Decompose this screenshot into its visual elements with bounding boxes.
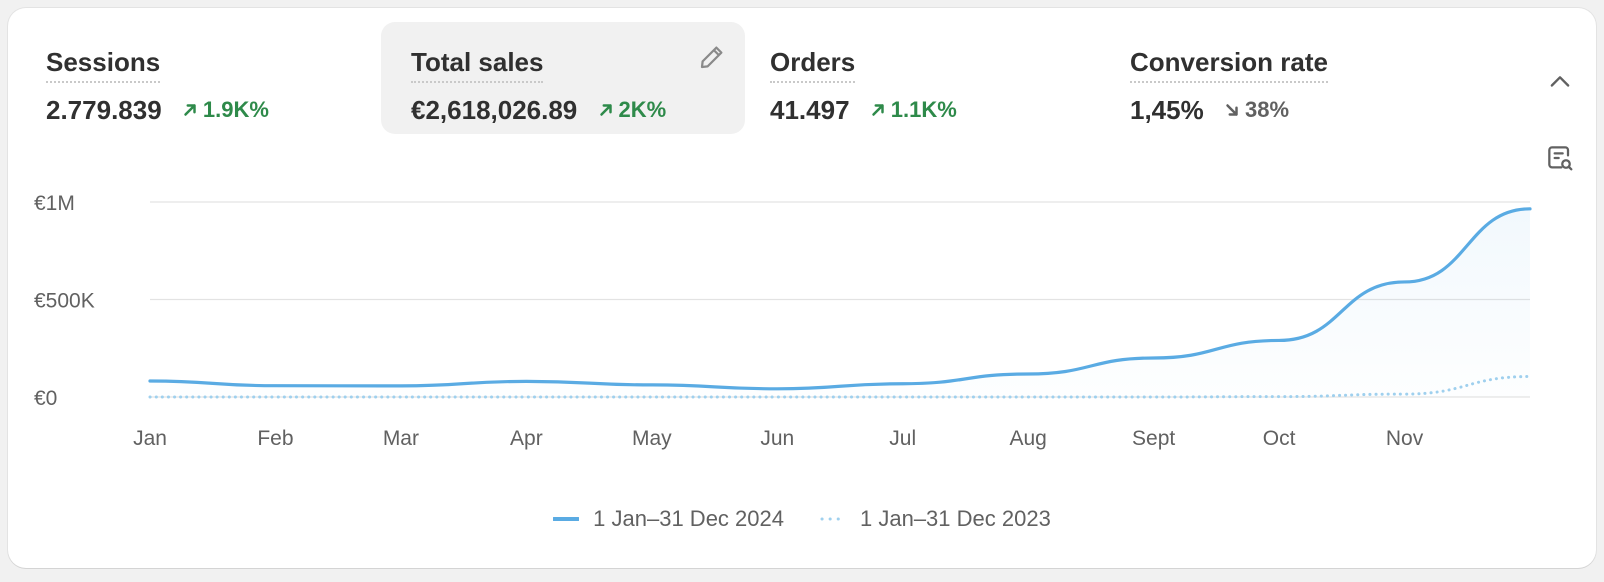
metric-value: €2,618,026.89 [411, 95, 578, 125]
x-tick-label: May [632, 427, 672, 450]
metric-change-value: 2K% [618, 96, 667, 122]
metric-change-value: 1.1K% [890, 96, 957, 122]
metric-value-row: 2.779.839 1.9K% [46, 96, 269, 125]
sales-overview-card: Sessions 2.779.839 1.9K% Total sales €2,… [8, 8, 1596, 568]
x-tick-label: Feb [257, 427, 293, 450]
metric-card-conversion-rate[interactable]: Conversion rate 1,45% 38% [1100, 22, 1464, 134]
legend-item-current[interactable]: 1 Jan–31 Dec 2024 [553, 506, 784, 532]
arrow-up-right-icon [184, 104, 196, 116]
pencil-icon[interactable] [697, 42, 727, 72]
metric-value-row: 1,45% 38% [1130, 96, 1289, 125]
x-tick-label: Sept [1132, 427, 1175, 450]
chevron-up-icon[interactable] [1546, 68, 1574, 96]
dotted-line-swatch-icon [820, 517, 846, 521]
explore-report-icon[interactable] [1544, 142, 1576, 174]
metric-title[interactable]: Sessions [46, 48, 161, 83]
legend-label: 1 Jan–31 Dec 2023 [860, 506, 1051, 531]
metric-change: 38% [1223, 96, 1290, 122]
series-area-current [150, 208, 1530, 397]
metric-value-row: 41.497 1.1K% [770, 96, 957, 125]
metric-change: 2K% [597, 96, 667, 122]
y-tick-label: €0 [34, 387, 57, 410]
legend-item-previous[interactable]: 1 Jan–31 Dec 2023 [820, 506, 1051, 532]
metric-change: 1.9K% [181, 96, 269, 122]
series-line-previous [148, 375, 1532, 399]
solid-line-swatch-icon [553, 517, 580, 521]
arrow-up-right-icon [872, 104, 884, 116]
x-tick-label: Nov [1386, 427, 1424, 450]
chart-legend: 1 Jan–31 Dec 2024 1 Jan–31 Dec 2023 [8, 506, 1596, 532]
x-tick-label: Mar [383, 427, 419, 450]
x-tick-label: Apr [510, 427, 543, 450]
y-tick-label: €1M [34, 192, 75, 215]
x-tick-label: Jan [133, 427, 167, 450]
metric-value: 1,45% [1130, 95, 1204, 125]
y-tick-label: €500K [34, 290, 95, 313]
x-tick-label: Jun [760, 427, 794, 450]
metric-value-row: €2,618,026.89 2K% [411, 96, 666, 125]
metric-change-value: 1.9K% [202, 96, 269, 122]
metric-card-total-sales[interactable]: Total sales €2,618,026.89 2K% [381, 22, 745, 134]
metric-change-value: 38% [1244, 96, 1290, 122]
arrow-down-right-icon [1226, 104, 1238, 116]
metric-change: 1.1K% [869, 96, 957, 122]
metric-value: 2.779.839 [46, 95, 162, 125]
x-tick-label: Jul [889, 427, 916, 450]
metric-card-orders[interactable]: Orders 41.497 1.1K% [740, 22, 1104, 134]
x-tick-label: Aug [1009, 427, 1046, 450]
metric-title[interactable]: Conversion rate [1130, 48, 1328, 83]
x-tick-label: Oct [1263, 427, 1296, 450]
metric-title[interactable]: Total sales [411, 48, 544, 83]
metric-card-sessions[interactable]: Sessions 2.779.839 1.9K% [16, 22, 380, 134]
metric-value: 41.497 [770, 95, 850, 125]
metric-title[interactable]: Orders [770, 48, 856, 83]
series-line-current [148, 207, 1532, 391]
legend-label: 1 Jan–31 Dec 2024 [593, 506, 784, 531]
arrow-up-right-icon [599, 104, 612, 116]
